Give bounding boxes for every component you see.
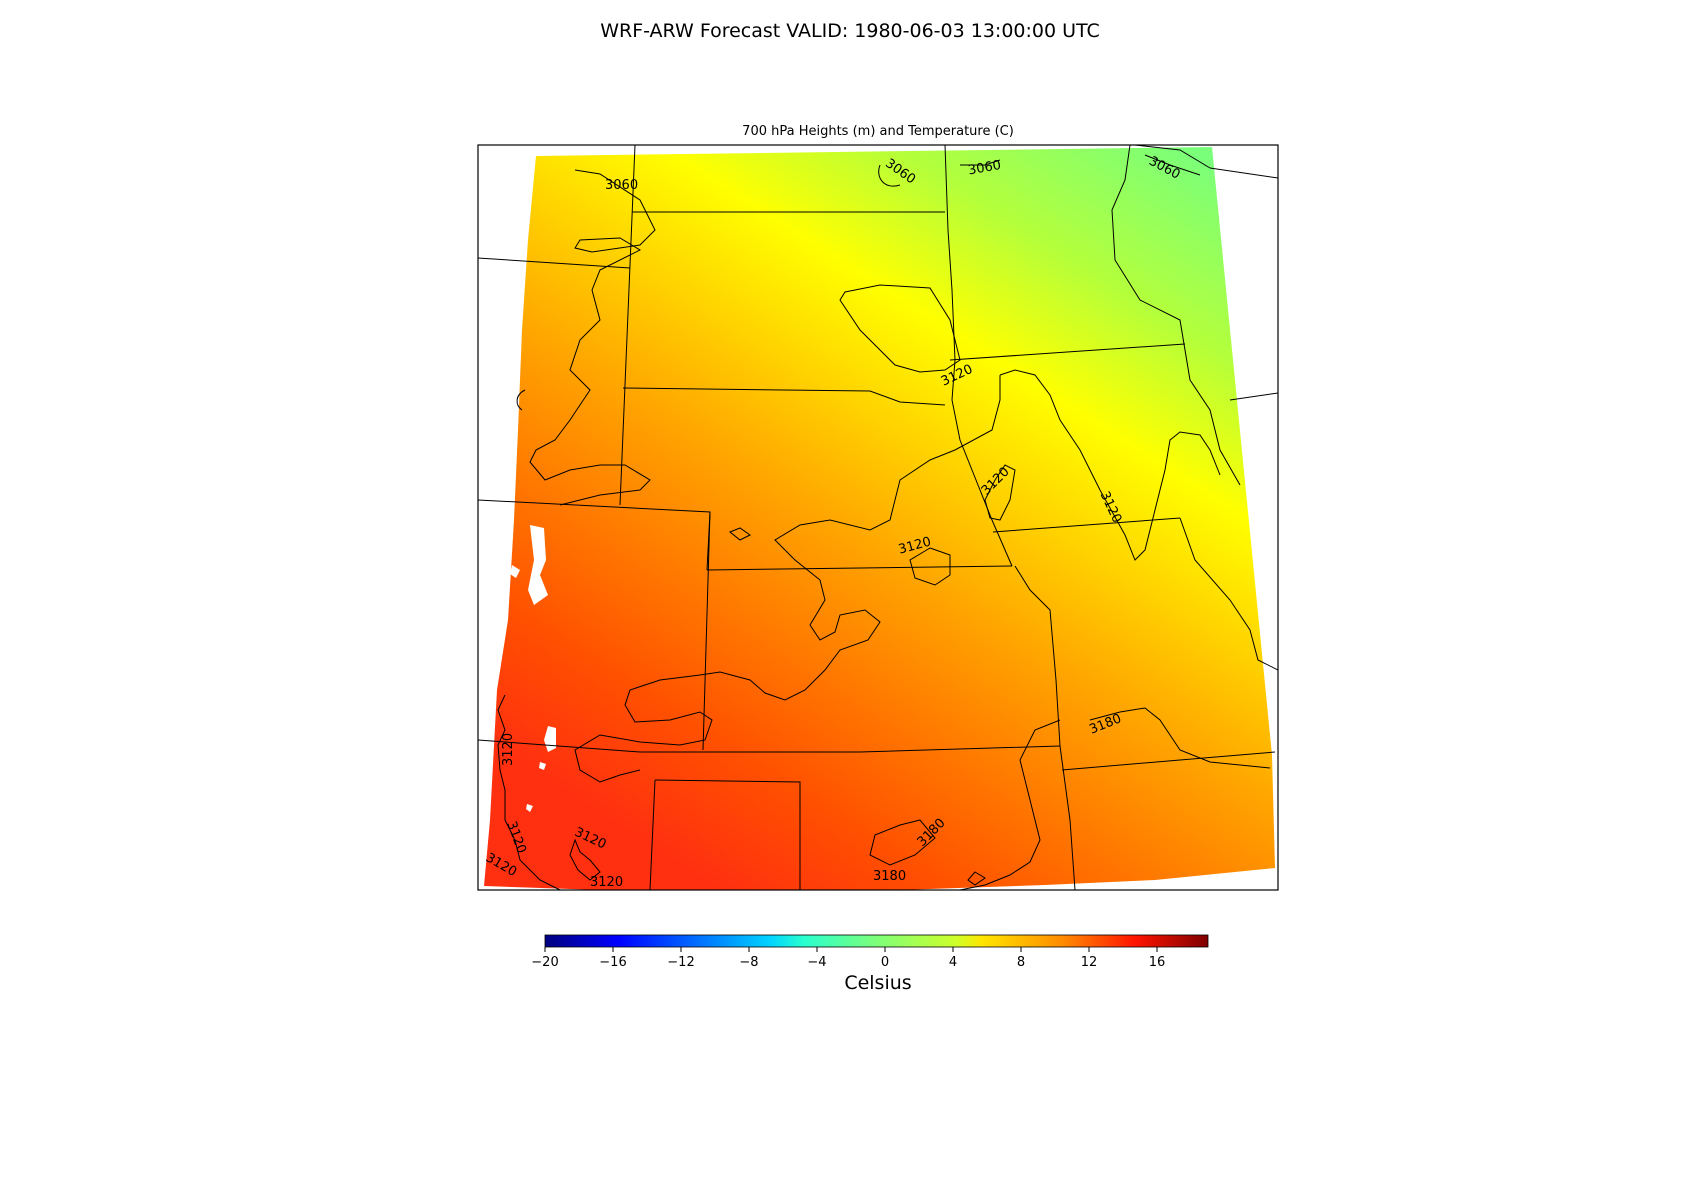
- state-border: [1209, 167, 1278, 179]
- height-contour: [967, 871, 986, 886]
- contour-label: 3060: [605, 178, 638, 193]
- missing-data-gap: [528, 525, 548, 605]
- state-border: [1229, 392, 1278, 401]
- state-border: [619, 145, 636, 506]
- colorbar-label: Celsius: [844, 972, 912, 994]
- contour-label: 3120: [590, 875, 623, 890]
- state-border: [1134, 145, 1211, 169]
- state-border: [706, 565, 1013, 571]
- colorbar-tick-label: −4: [807, 955, 827, 970]
- state-border: [702, 511, 711, 751]
- height-contour: [960, 159, 1001, 166]
- height-contour: [529, 169, 656, 506]
- height-contour: [959, 719, 1061, 890]
- height-contour: [497, 694, 561, 890]
- river-border: [1111, 145, 1241, 486]
- colorbar-tick-label: −12: [667, 955, 695, 970]
- subplot-title: 700 hPa Heights (m) and Temperature (C): [742, 124, 1014, 139]
- state-border: [949, 343, 1186, 361]
- figure-title: WRF-ARW Forecast VALID: 1980-06-03 13:00…: [600, 20, 1100, 42]
- temperature-field: [484, 147, 1275, 890]
- colorbar-tick-label: 0: [880, 955, 890, 970]
- missing-data-gap: [510, 565, 520, 578]
- height-contour: [839, 284, 961, 373]
- colorbar-tick-label: 12: [1080, 955, 1098, 970]
- missing-data-gap: [539, 762, 546, 770]
- state-border: [1059, 745, 1076, 890]
- river-border: [1179, 517, 1278, 671]
- height-contour: [1144, 154, 1201, 176]
- river-border: [944, 145, 1013, 567]
- colorbar-tick-label: −16: [599, 955, 627, 970]
- contour-label: 3120: [501, 733, 516, 766]
- state-border: [478, 257, 631, 269]
- height-contour: [909, 547, 951, 586]
- contour-label: 3180: [873, 869, 906, 884]
- height-contour: [869, 819, 936, 866]
- colorbar-tick-label: −8: [739, 955, 759, 970]
- height-contour: [516, 389, 526, 411]
- state-border: [649, 779, 656, 890]
- height-contour: [574, 375, 1001, 783]
- map-frame: [477, 144, 1279, 891]
- colorbar-tick-label: 8: [1016, 955, 1026, 970]
- colorbar: [544, 934, 1209, 948]
- height-contour: [569, 838, 601, 881]
- colorbar-tick-label: 4: [948, 955, 958, 970]
- colorbar-tick-label: 16: [1148, 955, 1166, 970]
- state-border: [654, 779, 801, 890]
- height-contour: [999, 369, 1221, 561]
- colorbar-tick-label: −20: [531, 955, 559, 970]
- height-contour: [729, 527, 751, 541]
- state-border: [478, 739, 1061, 753]
- state-border: [992, 517, 1181, 533]
- missing-data-gap: [526, 804, 533, 812]
- height-contour: [878, 164, 901, 187]
- contour-label: 3060: [967, 158, 1002, 179]
- height-contour: [984, 464, 1016, 521]
- state-border: [1014, 565, 1061, 747]
- state-border: [622, 387, 946, 406]
- state-border: [1061, 751, 1276, 771]
- height-contour: [1089, 707, 1271, 769]
